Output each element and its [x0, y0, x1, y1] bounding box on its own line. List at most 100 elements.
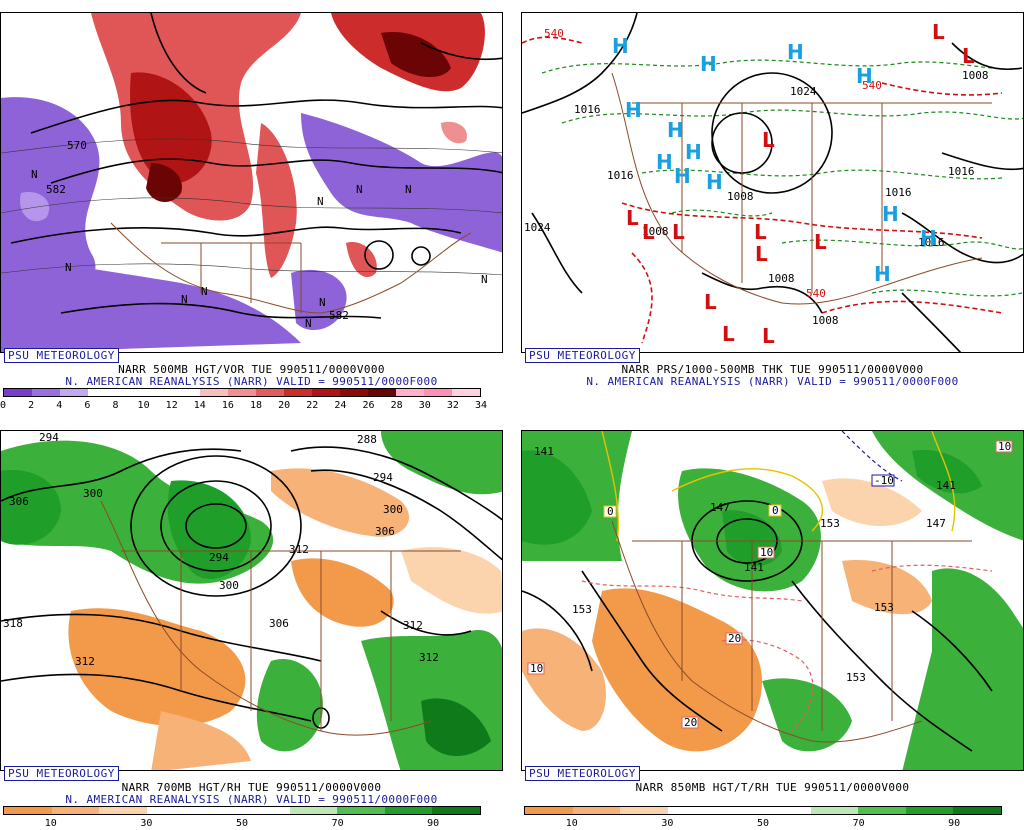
- high-pressure-marker: H: [656, 150, 673, 174]
- colorbar-tick-label: 8: [112, 400, 119, 411]
- vorticity-marker: N: [319, 296, 326, 309]
- rh700-map-graphic: 294 288 306 300 294 300 306 312 294 300 …: [1, 431, 502, 770]
- colorbar-tick-label: 6: [84, 400, 91, 411]
- low-pressure-marker: L: [672, 220, 685, 244]
- colorbar-swatch: [200, 389, 228, 396]
- thickness-label: 540: [862, 79, 882, 92]
- rh850-map-graphic: 141 147 141 153 153 153 153 141 147 0 0 …: [522, 431, 1023, 770]
- colorbar-tick-label: 10: [565, 818, 578, 829]
- panel-850mb-t-rh: 141 147 141 153 153 153 153 141 147 0 0 …: [521, 430, 1024, 829]
- colorbar-swatch: [172, 389, 200, 396]
- height-label: 288: [357, 433, 377, 446]
- colorbar-tick-label: 50: [756, 818, 770, 829]
- isobar-label: 1008: [812, 314, 839, 327]
- high-pressure-marker: H: [700, 52, 717, 76]
- high-pressure-marker: H: [920, 226, 937, 250]
- isobar-label: 1016: [574, 103, 601, 116]
- vorticity-marker: N: [65, 261, 72, 274]
- high-pressure-marker: H: [674, 164, 691, 188]
- height-label: 306: [9, 495, 29, 508]
- colorbar-swatch: [572, 807, 621, 814]
- height-label: 306: [269, 617, 289, 630]
- colorbar-swatch: [452, 389, 480, 396]
- colorbar-tick-label: 20: [278, 400, 291, 411]
- colorbar-swatch: [32, 389, 60, 396]
- vorticity-colorbar: [3, 388, 481, 397]
- isobar-label: 1016: [918, 236, 945, 249]
- colorbar-swatch: [384, 807, 433, 814]
- panel-title: NARR 850MB HGT/T/RH TUE 990511/0000V000: [635, 781, 910, 794]
- high-pressure-marker: H: [685, 140, 702, 164]
- vorticity-marker: N: [305, 317, 312, 330]
- colorbar-tick-label: 22: [306, 400, 319, 411]
- low-pressure-marker: L: [754, 220, 767, 244]
- map-850mb: 141 147 141 153 153 153 153 141 147 0 0 …: [521, 430, 1024, 771]
- low-pressure-marker: L: [642, 220, 655, 244]
- colorbar-swatch: [116, 389, 144, 396]
- temp-label: 0: [768, 504, 782, 517]
- isobar-label: 1024: [790, 85, 817, 98]
- colorbar-ticks: 0 2 4 6 8 10 12 14 16 18 20 22 24 26 28 30 32 34: [0, 400, 487, 412]
- colorbar-swatch: [396, 389, 424, 396]
- colorbar-swatch: [256, 389, 284, 396]
- colorbar-swatch: [99, 807, 147, 814]
- vorticity-marker: N: [317, 195, 324, 208]
- svg-text:20: 20: [728, 632, 741, 645]
- rh-colorbar: [524, 806, 1002, 815]
- temp-label: 20: [681, 716, 699, 729]
- colorbar-swatch: [667, 807, 716, 814]
- pressure-map-graphic: 540 1016 1024 1024 1016 1008 1016 1016 1…: [522, 13, 1023, 352]
- colorbar-tick-label: 14: [193, 400, 206, 411]
- thickness-label: 540: [806, 287, 826, 300]
- temp-label: 10: [527, 662, 545, 675]
- colorbar-swatch: [4, 807, 52, 814]
- svg-text:10: 10: [530, 662, 543, 675]
- colorbar-swatch: [340, 389, 368, 396]
- height-label: 312: [419, 651, 439, 664]
- colorbar-swatch: [810, 807, 859, 814]
- height-label: 294: [373, 471, 393, 484]
- colorbar-swatch: [715, 807, 763, 814]
- low-pressure-marker: L: [704, 290, 717, 314]
- svg-text:-10: -10: [874, 474, 894, 487]
- colorbar-tick-label: 4: [56, 400, 63, 411]
- vorticity-marker: N: [181, 293, 188, 306]
- colorbar-swatch: [146, 807, 195, 814]
- psu-meteorology-badge: PSU METEOROLOGY: [4, 348, 119, 363]
- vorticity-marker: N: [201, 285, 208, 298]
- high-pressure-marker: H: [625, 98, 642, 122]
- panel-500mb-vorticity: 570 582 582 N N N N N N N N N N PSU METE…: [0, 12, 503, 411]
- svg-text:20: 20: [684, 716, 697, 729]
- svg-text:0: 0: [772, 504, 779, 517]
- isobar-label: 1024: [524, 221, 551, 234]
- psu-meteorology-badge: PSU METEOROLOGY: [525, 766, 640, 781]
- colorbar-tick-label: 30: [140, 818, 153, 829]
- height-label: 153: [846, 671, 866, 684]
- colorbar-swatch: [289, 807, 338, 814]
- colorbar-swatch: [194, 807, 242, 814]
- colorbar-tick-label: 16: [221, 400, 234, 411]
- high-pressure-marker: H: [612, 34, 629, 58]
- height-label: 312: [289, 543, 309, 556]
- height-label: 153: [820, 517, 840, 530]
- colorbar-swatch: [858, 807, 906, 814]
- low-pressure-marker: L: [932, 20, 945, 44]
- colorbar-swatch: [312, 389, 340, 396]
- colorbar-swatch: [368, 389, 396, 396]
- colorbar-swatch: [337, 807, 385, 814]
- panel-title: NARR PRS/1000-500MB THK TUE 990511/0000V…: [621, 363, 924, 376]
- high-pressure-marker: H: [787, 40, 804, 64]
- psu-meteorology-badge: PSU METEOROLOGY: [525, 348, 640, 363]
- high-pressure-marker: H: [874, 262, 891, 286]
- temp-label: 10: [995, 440, 1013, 453]
- colorbar-tick-label: 10: [137, 400, 150, 411]
- colorbar-swatch: [424, 389, 452, 396]
- colorbar-tick-label: 30: [418, 400, 431, 411]
- colorbar-tick-label: 32: [446, 400, 459, 411]
- panel-subtitle: N. AMERICAN REANALYSIS (NARR) VALID = 99…: [65, 793, 438, 806]
- low-pressure-marker: L: [962, 44, 975, 68]
- colorbar-swatch: [60, 389, 88, 396]
- temp-label: 10: [757, 546, 775, 559]
- colorbar-tick-label: 24: [334, 400, 347, 411]
- colorbar-swatch: [432, 807, 480, 814]
